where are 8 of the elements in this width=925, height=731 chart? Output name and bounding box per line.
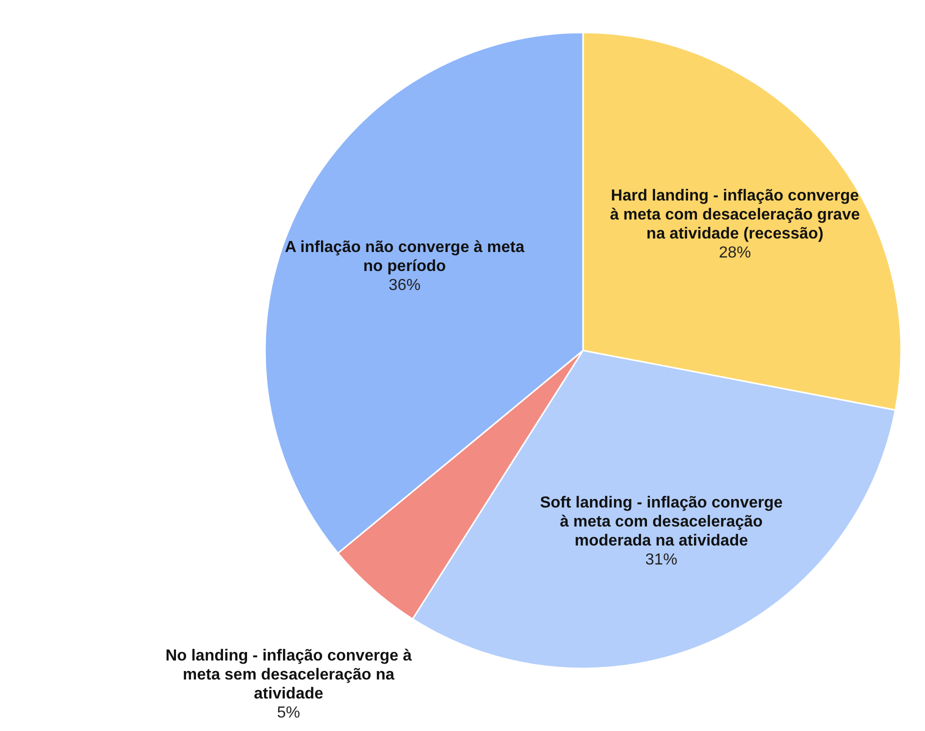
data-label: 28% bbox=[718, 244, 751, 262]
slice-label: A inflação não converge à meta no período bbox=[284, 238, 524, 275]
slice-label: No landing - inflação converge à meta sem desaceleração na atividade bbox=[165, 647, 412, 702]
data-label: 36% bbox=[388, 276, 421, 294]
data-label: 5% bbox=[277, 704, 300, 722]
slice-label: Hard landing - inflação converge à meta com desaceleração grave na atividade (recessão) bbox=[610, 188, 860, 243]
data-label: 31% bbox=[645, 551, 678, 568]
slice-label: Soft landing - inflação converge à meta com desaceleração moderada na atividade bbox=[540, 494, 783, 550]
